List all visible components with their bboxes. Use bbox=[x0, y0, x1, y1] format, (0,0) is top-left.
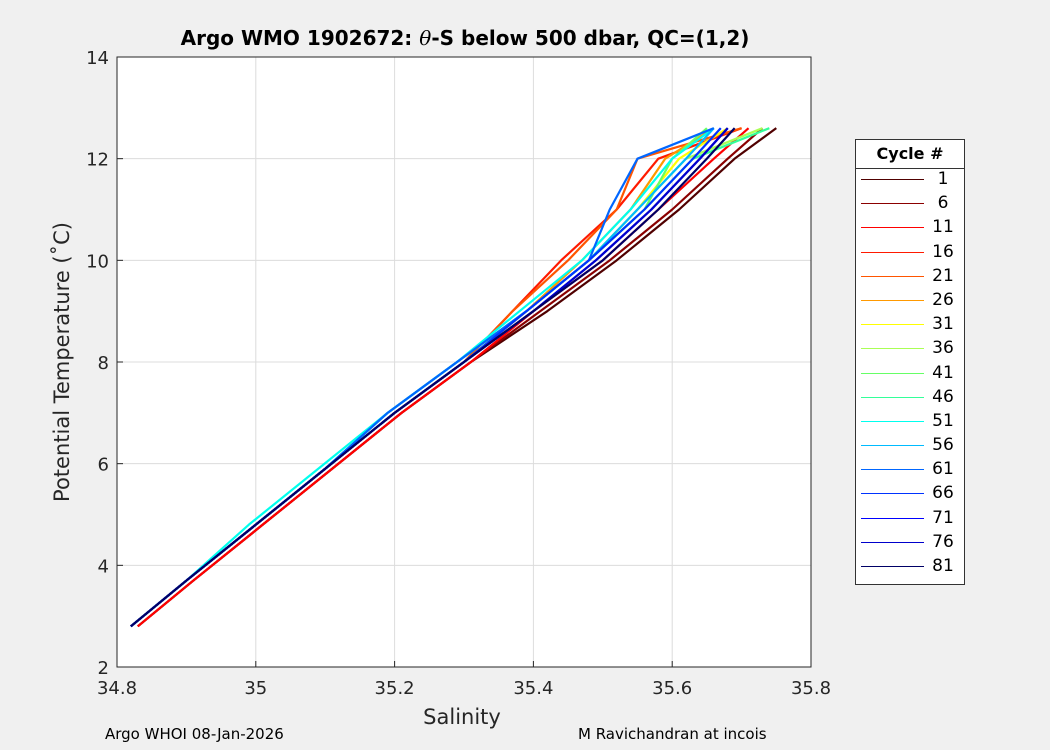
legend-swatch bbox=[861, 324, 924, 326]
legend-item: 66 bbox=[856, 483, 964, 507]
legend-swatch bbox=[861, 420, 924, 422]
legend-swatch bbox=[861, 372, 924, 374]
legend-item: 26 bbox=[856, 290, 964, 314]
legend-label: 6 bbox=[937, 193, 949, 214]
legend-item: 41 bbox=[856, 363, 964, 387]
legend-label: 56 bbox=[932, 435, 954, 456]
legend-swatch bbox=[861, 299, 924, 301]
legend-item: 61 bbox=[856, 459, 964, 483]
legend-label: 21 bbox=[932, 265, 954, 286]
legend-item: 31 bbox=[856, 314, 964, 338]
title-suffix: -S below 500 dbar, QC=(1,2) bbox=[431, 26, 750, 50]
title-theta: θ bbox=[419, 26, 432, 50]
legend-swatch bbox=[861, 566, 924, 567]
legend-label: 36 bbox=[932, 338, 954, 359]
y-axis-label: Potential Temperature (˚C) bbox=[50, 222, 74, 502]
y-tick-label: 4 bbox=[98, 556, 109, 577]
legend-item: 76 bbox=[856, 532, 964, 556]
legend-swatch bbox=[861, 227, 924, 229]
footer-right: M Ravichandran at incois bbox=[578, 725, 767, 743]
legend-item: 36 bbox=[856, 338, 964, 362]
legend-swatch bbox=[861, 396, 924, 398]
legend-swatch bbox=[861, 469, 924, 471]
legend-label: 1 bbox=[937, 169, 949, 189]
y-tick-label: 12 bbox=[86, 150, 109, 171]
legend-swatch bbox=[861, 348, 924, 350]
legend-swatch bbox=[861, 541, 924, 543]
legend-label: 16 bbox=[932, 241, 954, 262]
legend-label: 51 bbox=[932, 410, 954, 431]
legend-swatch bbox=[861, 517, 924, 519]
legend-swatch bbox=[861, 275, 924, 277]
x-tick-label: 35.6 bbox=[652, 678, 692, 699]
legend-swatch bbox=[861, 493, 924, 495]
legend-item: 16 bbox=[856, 242, 964, 266]
y-tick-label: 6 bbox=[98, 455, 109, 476]
legend-item: 21 bbox=[856, 266, 964, 290]
x-tick-label: 34.8 bbox=[97, 678, 137, 699]
legend-label: 71 bbox=[932, 507, 954, 528]
legend-item: 56 bbox=[856, 435, 964, 459]
legend-label: 76 bbox=[932, 531, 954, 552]
y-tick-label: 8 bbox=[98, 353, 109, 374]
legend: Cycle # 1 6 11 16 21 26 31 36 41 46 51 56 61 66 71 76 81 bbox=[855, 139, 965, 585]
footer-left: Argo WHOI 08-Jan-2026 bbox=[105, 725, 284, 743]
title-prefix: Argo WMO 1902672: bbox=[180, 26, 420, 50]
legend-label: 66 bbox=[932, 483, 954, 504]
legend-item: 1 bbox=[856, 169, 964, 193]
legend-label: 11 bbox=[932, 217, 954, 238]
legend-swatch bbox=[861, 445, 924, 447]
legend-label: 46 bbox=[932, 386, 954, 407]
x-axis-label: Salinity bbox=[423, 705, 501, 729]
series-line-cycle-11 bbox=[137, 127, 750, 628]
x-tick-label: 35.8 bbox=[791, 678, 831, 699]
legend-item: 11 bbox=[856, 217, 964, 241]
x-tick-label: 35.4 bbox=[513, 678, 553, 699]
legend-swatch bbox=[861, 203, 924, 205]
legend-swatch bbox=[861, 179, 924, 180]
legend-label: 26 bbox=[932, 289, 954, 310]
legend-item: 71 bbox=[856, 508, 964, 532]
chart-title: Argo WMO 1902672: θ-S below 500 dbar, QC… bbox=[0, 26, 930, 50]
legend-item: 46 bbox=[856, 387, 964, 411]
y-tick-label: 10 bbox=[86, 251, 109, 272]
legend-label: 61 bbox=[932, 459, 954, 480]
axes-box bbox=[116, 56, 812, 668]
legend-label: 31 bbox=[932, 314, 954, 335]
legend-title: Cycle # bbox=[856, 140, 964, 169]
legend-item: 81 bbox=[856, 556, 964, 580]
legend-item: 6 bbox=[856, 193, 964, 217]
legend-item: 51 bbox=[856, 411, 964, 435]
legend-label: 41 bbox=[932, 362, 954, 383]
series-line-cycle-81 bbox=[130, 127, 736, 628]
legend-label: 81 bbox=[932, 556, 954, 576]
x-tick-label: 35.2 bbox=[375, 678, 415, 699]
y-tick-label: 2 bbox=[98, 658, 109, 679]
x-tick-label: 35 bbox=[244, 678, 267, 699]
legend-swatch bbox=[861, 251, 924, 253]
y-tick-label: 14 bbox=[86, 48, 109, 69]
